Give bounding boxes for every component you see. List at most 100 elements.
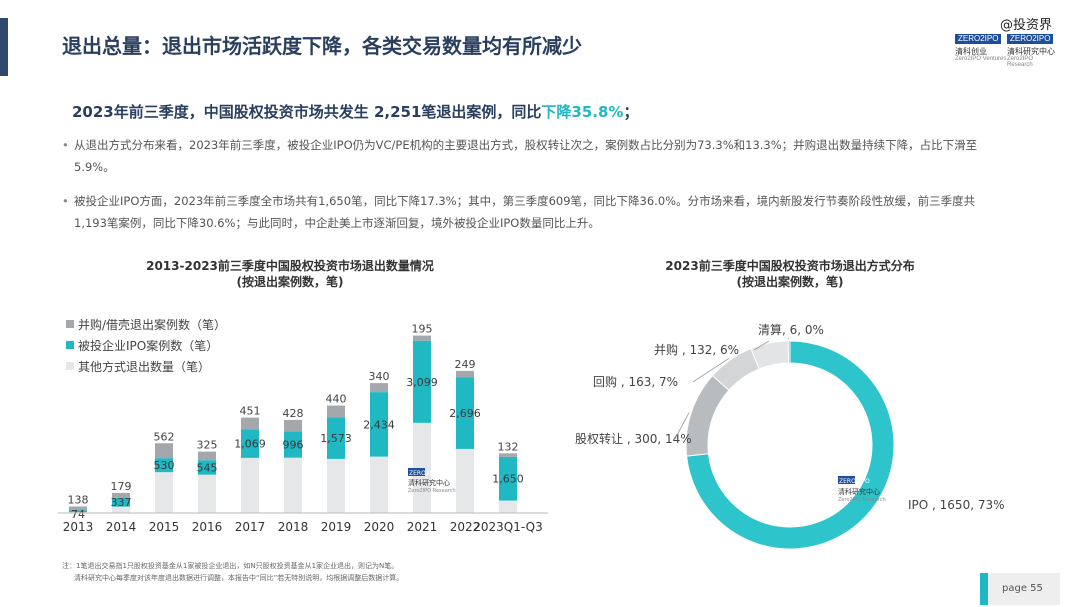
data-label-ipo: 1,573 xyxy=(320,432,352,445)
watermark: @投资界 xyxy=(1000,18,1053,33)
x-tick-label: 2021 xyxy=(407,520,438,534)
donut-chart-title: 2023前三季度中国股权投资市场退出方式分布 (按退出案例数，笔) xyxy=(620,258,960,290)
footnote-line-2: 清科研究中心每季度对该年度退出数据进行调整，本报告中“同比”若无特别说明，均根据… xyxy=(74,574,404,582)
chart-watermark-logo: ZERO2IPO 清科研究中心 Zero2IPO Research xyxy=(408,468,456,494)
bar-segment-ipo xyxy=(499,456,517,501)
bar-segment-ipo xyxy=(284,431,302,458)
footnote-line-1: 注：1笔退出交易指1只股权投资基金从1家被投企业退出，如N只股权投资基金从1家企… xyxy=(62,562,399,570)
bullet-text: 被投企业IPO方面，2023年前三季度全市场共有1,650笔，同比下降17.3%… xyxy=(74,194,976,230)
bar-segment-ipo xyxy=(198,460,216,475)
bullet-ipo: • 被投企业IPO方面，2023年前三季度全市场共有1,650笔，同比下降17.… xyxy=(62,190,994,234)
donut-slice-股权转让 xyxy=(685,374,730,457)
logo-cn-text: 清科研究中心 xyxy=(408,478,450,487)
headline-highlight: 下降35.8% xyxy=(541,103,624,121)
bar-segment-other xyxy=(456,448,474,513)
data-label-ipo: 337 xyxy=(111,496,132,509)
legend-swatch xyxy=(66,341,74,349)
x-tick-label: 2015 xyxy=(149,520,180,534)
donut-slice-IPO xyxy=(686,340,895,550)
logo-tag-bg xyxy=(408,468,425,476)
data-label-ipo: 1,069 xyxy=(234,438,266,451)
bar-segment-other xyxy=(155,472,173,513)
bar-segment-mna xyxy=(112,492,130,498)
data-label-mna: 179 xyxy=(111,480,132,493)
bar-segment-other xyxy=(413,422,431,513)
logo-en-text: Zero2IPO Research xyxy=(838,497,886,503)
logo-research-en: Zero2IPO Research xyxy=(1007,56,1034,68)
logo-tag-text: ZERO2IPO xyxy=(839,478,870,485)
donut-label-并购: 并购 , 132, 6% xyxy=(654,342,739,357)
leader-line xyxy=(674,412,690,440)
bar-segment-ipo xyxy=(155,458,173,473)
data-label-ipo: 2,434 xyxy=(363,418,395,431)
data-label-mna: 440 xyxy=(326,393,347,406)
bar-segment-other xyxy=(241,457,259,513)
data-label-mna: 340 xyxy=(369,370,390,383)
bar-segment-other xyxy=(198,474,216,513)
x-tick-label: 2018 xyxy=(278,520,309,534)
data-label-ipo: 996 xyxy=(283,438,304,451)
data-label-ipo: 3,099 xyxy=(406,376,438,389)
data-label-ipo: 530 xyxy=(154,459,175,472)
legend-label: 其他方式退出数量（笔） xyxy=(78,360,211,374)
bar-segment-ipo xyxy=(413,340,431,423)
bar-segment-mna xyxy=(241,417,259,430)
legend-swatch xyxy=(66,362,74,370)
x-tick-label: 2019 xyxy=(321,520,352,534)
bar-segment-other xyxy=(370,456,388,513)
logo-ventures-cn: 清科创业 xyxy=(955,47,987,56)
legend-label: 被投企业IPO案例数（笔） xyxy=(78,339,219,353)
bar-segment-ipo xyxy=(456,377,474,449)
page-title: 退出总量：退出市场活跃度下降，各类交易数量均有所减少 xyxy=(62,34,582,58)
zero2ipo-logo-tag: ZERO2IPO xyxy=(1007,34,1054,44)
bar-segment-mna xyxy=(155,443,173,459)
bullet-exit-distribution: • 从退出方式分布来看，2023年前三季度，被投企业IPO仍为VC/PE机构的主… xyxy=(62,134,994,178)
data-label-mna: 325 xyxy=(197,439,218,452)
data-label-mna: 451 xyxy=(240,405,261,418)
donut-chart-title-main: 2023前三季度中国股权投资市场退出方式分布 xyxy=(665,259,915,273)
leader-line xyxy=(787,337,790,340)
title-accent-bar xyxy=(0,18,8,76)
bar-segment-ipo xyxy=(112,497,130,507)
donut-slice-清算 xyxy=(787,340,791,364)
data-label-mna: 138 xyxy=(68,493,89,506)
zero2ipo-logo-tag: ZERO2IPO xyxy=(955,34,1002,44)
bar-segment-mna xyxy=(69,506,87,511)
bar-chart-title: 2013-2023前三季度中国股权投资市场退出数量情况 (按退出案例数，笔) xyxy=(100,258,480,290)
legend-label: 并购/借壳退出案例数（笔） xyxy=(78,318,227,332)
bar-segment-other xyxy=(499,500,517,513)
data-label-ipo: 74 xyxy=(71,508,85,521)
donut-chart-subtitle: (按退出案例数，笔) xyxy=(736,275,844,289)
bar-segment-mna xyxy=(456,370,474,378)
logo-tag-text: ZERO2IPO xyxy=(409,470,440,477)
bar-segment-mna xyxy=(499,453,517,457)
bar-segment-other xyxy=(327,458,345,513)
x-tick-label: 2016 xyxy=(192,520,223,534)
leader-line xyxy=(692,357,730,383)
bar-segment-other xyxy=(284,457,302,513)
data-label-ipo: 2,696 xyxy=(449,407,481,420)
bar-segment-ipo xyxy=(69,510,87,513)
brand-logos: ZERO2IPO 清科创业 Zero2IPO Ventures ZERO2IPO… xyxy=(955,34,1055,68)
data-label-mna: 249 xyxy=(455,358,476,371)
x-tick-label: 2013 xyxy=(63,520,94,534)
bar-segment-mna xyxy=(198,451,216,461)
bar-segment-other xyxy=(112,506,130,513)
legend-swatch xyxy=(66,320,74,328)
leader-line xyxy=(753,340,770,351)
x-tick-label: 2017 xyxy=(235,520,266,534)
bar-chart-title-main: 2013-2023前三季度中国股权投资市场退出数量情况 xyxy=(146,259,434,273)
donut-label-回购: 回购 , 163, 7% xyxy=(593,374,678,389)
headline-text: 2023年前三季度，中国股权投资市场共发生 2,251笔退出案例，同比 xyxy=(72,103,542,121)
legend-item-other: 其他方式退出数量（笔） xyxy=(66,358,210,375)
legend-item-ipo: 被投企业IPO案例数（笔） xyxy=(66,337,218,354)
logo-research-cn: 清科研究中心 xyxy=(1007,47,1055,56)
page-number-box xyxy=(980,573,1060,605)
donut-plot-area: IPO , 1650, 73% 股权转让 , 300, 14% 回购 , 163, … xyxy=(575,322,1005,550)
bullet-text: 从退出方式分布来看，2023年前三季度，被投企业IPO仍为VC/PE机构的主要退… xyxy=(74,138,978,174)
x-tick-label: 2020 xyxy=(364,520,395,534)
bar-segment-mna xyxy=(413,335,431,341)
data-label-mna: 428 xyxy=(283,407,304,420)
